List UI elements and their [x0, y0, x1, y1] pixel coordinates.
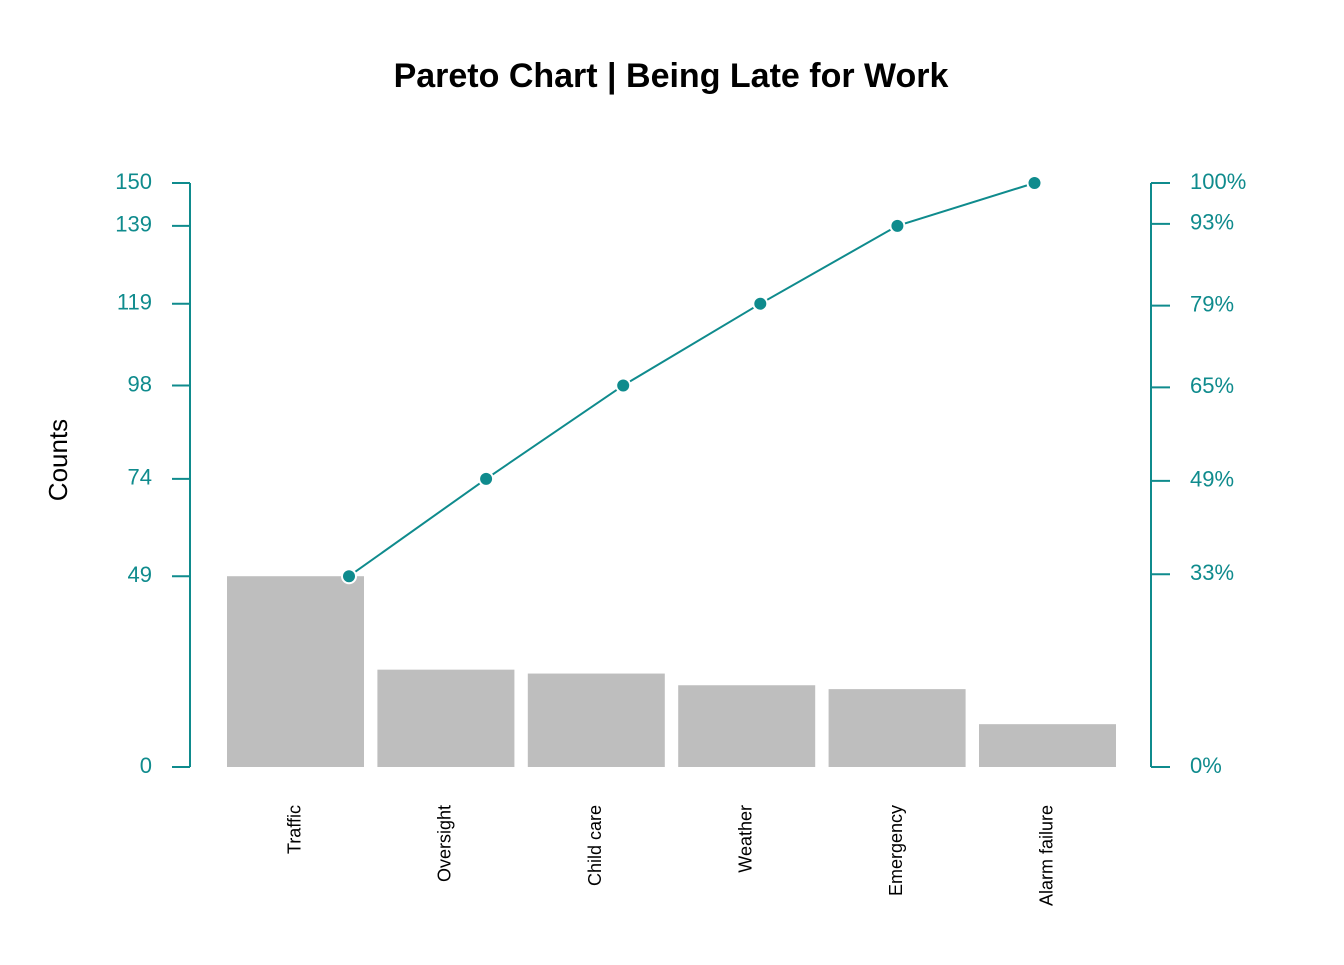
y2-tick-label: 0%: [1190, 753, 1222, 778]
bar: [377, 669, 515, 767]
x-tick-label: Oversight: [435, 805, 455, 882]
bar: [527, 673, 665, 767]
y-axis-label: Counts: [43, 419, 73, 501]
y2-tick-label: 33%: [1190, 560, 1234, 585]
cumulative-point: [478, 470, 495, 487]
cumulative-point: [615, 377, 632, 394]
y2-tick-label: 79%: [1190, 291, 1234, 316]
y2-tick-label: 100%: [1190, 169, 1246, 194]
y-tick-label: 119: [117, 290, 152, 315]
x-tick-label: Traffic: [284, 805, 304, 854]
x-tick-label: Weather: [735, 805, 755, 873]
y2-tick-label: 93%: [1190, 210, 1234, 235]
cumulative-point: [1026, 175, 1043, 191]
bar: [979, 724, 1116, 767]
y-tick-label: 150: [115, 169, 152, 194]
y-tick-label: 98: [128, 371, 152, 396]
bar: [678, 685, 816, 767]
cumulative-point: [889, 217, 906, 234]
bar: [828, 689, 966, 767]
y-tick-label: 139: [115, 212, 152, 237]
chart-title: Pareto Chart | Being Late for Work: [394, 57, 949, 95]
y-tick-label: 49: [128, 562, 152, 587]
cumulative-point: [752, 295, 769, 312]
bar: [227, 576, 364, 767]
y2-tick-label: 65%: [1190, 373, 1234, 398]
y-tick-label: 74: [128, 465, 152, 490]
cumulative-point: [341, 568, 357, 585]
x-tick-label: Alarm failure: [1036, 805, 1056, 906]
y2-tick-label: 49%: [1190, 467, 1234, 492]
cumulative-line: [348, 182, 1035, 578]
x-tick-label: Child care: [585, 805, 605, 886]
y-tick-label: 0: [140, 753, 152, 778]
x-tick-label: Emergency: [886, 805, 906, 896]
